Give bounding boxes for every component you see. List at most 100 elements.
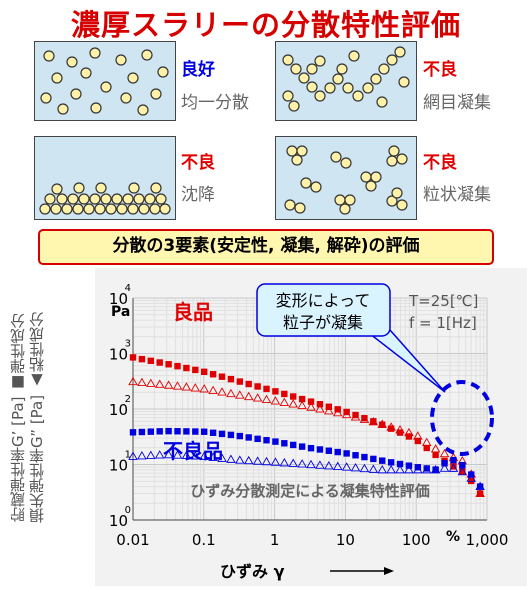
- data-point-triangle: [146, 450, 156, 459]
- data-point-square: [343, 450, 350, 457]
- data-point-square: [423, 444, 430, 452]
- data-point-triangle: [128, 376, 138, 386]
- data-point-triangle: [146, 378, 156, 387]
- panel-desc-granular: 粒状凝集: [423, 185, 491, 205]
- data-point-triangle: [252, 456, 263, 465]
- y-tick-exponent: 1: [125, 450, 131, 461]
- data-point-square: [379, 457, 386, 464]
- data-point-square: [396, 460, 404, 468]
- y-tick-exponent: 3: [125, 339, 131, 350]
- data-point-square: [138, 428, 146, 436]
- data-point-triangle: [181, 382, 192, 391]
- data-point-square: [227, 375, 235, 383]
- data-point-triangle: [190, 451, 201, 460]
- condition-temperature: T=25[℃]: [408, 292, 478, 310]
- data-point-square: [156, 428, 163, 435]
- particles-granular: [284, 145, 408, 215]
- data-point-square: [165, 427, 172, 435]
- data-point-triangle: [163, 380, 174, 389]
- data-point-triangle: [208, 452, 218, 461]
- data-point-triangle: [306, 459, 316, 469]
- data-point-triangle: [288, 399, 298, 408]
- data-point-triangle: [475, 488, 485, 497]
- data-point-triangle: [368, 464, 379, 473]
- data-point-triangle: [350, 412, 361, 421]
- data-point-square: [352, 452, 359, 459]
- data-point-triangle: [154, 379, 165, 388]
- data-point-square: [183, 428, 190, 435]
- y-tick-label: 10: [109, 512, 128, 530]
- data-point-square: [272, 438, 279, 445]
- data-point-triangle: [404, 427, 414, 437]
- data-point-triangle: [324, 460, 334, 470]
- data-point-square: [236, 432, 244, 440]
- data-point-square: [361, 453, 368, 461]
- data-point-square: [405, 433, 413, 440]
- x-axis-arrowhead: [384, 567, 394, 575]
- data-point-triangle: [261, 456, 272, 466]
- panel-desc-network: 網目凝集: [423, 93, 491, 113]
- data-point-square: [370, 455, 377, 463]
- data-point-square: [209, 371, 217, 378]
- x-tick-label: 1: [270, 531, 280, 549]
- data-point-triangle: [172, 381, 183, 390]
- data-point-triangle: [332, 407, 343, 417]
- data-point-triangle: [448, 463, 459, 472]
- data-point-triangle: [466, 473, 477, 482]
- data-point-square: [281, 440, 288, 447]
- data-point-square: [325, 447, 333, 454]
- data-point-square: [263, 385, 270, 393]
- y-tick-label: 10: [109, 457, 128, 475]
- x-tick-label: 10: [336, 531, 355, 549]
- data-point-square: [414, 437, 422, 445]
- panel-sedimentation: [34, 136, 176, 220]
- data-point-triangle: [199, 384, 209, 393]
- data-point-square: [209, 429, 217, 437]
- data-point-triangle: [439, 448, 450, 458]
- data-point-triangle: [279, 457, 290, 467]
- annotation-good: 良品: [173, 300, 213, 324]
- data-point-triangle: [421, 464, 432, 474]
- data-point-triangle: [475, 481, 485, 491]
- data-point-square: [361, 415, 368, 422]
- chart-series: [128, 354, 485, 497]
- data-point-triangle: [154, 450, 165, 459]
- data-point-square: [218, 373, 226, 380]
- data-point-square: [387, 425, 395, 432]
- data-point-square: [316, 446, 324, 453]
- y-tick-label: 10: [109, 290, 128, 308]
- y-unit-label: Pa: [111, 304, 130, 320]
- evaluation-banner: 分散の3要素(安定性, 凝集, 解砕)の評価: [38, 229, 494, 265]
- data-point-square: [423, 465, 430, 472]
- data-point-square: [290, 393, 297, 400]
- annotation-bad: 不良品: [163, 439, 223, 463]
- data-point-square: [201, 428, 208, 435]
- data-point-triangle: [243, 391, 254, 401]
- x-tick-label: 1,000: [466, 531, 509, 549]
- data-point-triangle: [324, 406, 334, 415]
- x-axis-label: ひずみ γ: [220, 562, 285, 581]
- data-point-triangle: [386, 464, 396, 474]
- callout-line-1: 変形によって: [276, 291, 371, 310]
- data-point-triangle: [359, 463, 370, 473]
- data-point-triangle: [190, 383, 201, 392]
- data-point-square: [254, 435, 261, 443]
- y-tick-exponent: 2: [125, 394, 131, 405]
- x-unit-label: %: [446, 529, 460, 545]
- data-point-triangle: [217, 453, 227, 462]
- data-point-square: [379, 421, 386, 428]
- data-point-square: [174, 428, 181, 435]
- data-point-triangle: [297, 400, 307, 410]
- page-title: 濃厚スラリーの分散特性評価: [70, 8, 461, 42]
- data-point-square: [272, 388, 279, 395]
- data-point-square: [147, 357, 155, 365]
- data-point-square: [245, 380, 252, 388]
- data-point-triangle: [270, 396, 281, 405]
- data-point-triangle: [235, 455, 245, 464]
- data-point-triangle: [368, 416, 379, 426]
- data-point-square: [156, 359, 163, 366]
- data-point-triangle: [421, 437, 432, 447]
- data-point-square: [307, 398, 315, 405]
- data-point-triangle: [413, 431, 423, 440]
